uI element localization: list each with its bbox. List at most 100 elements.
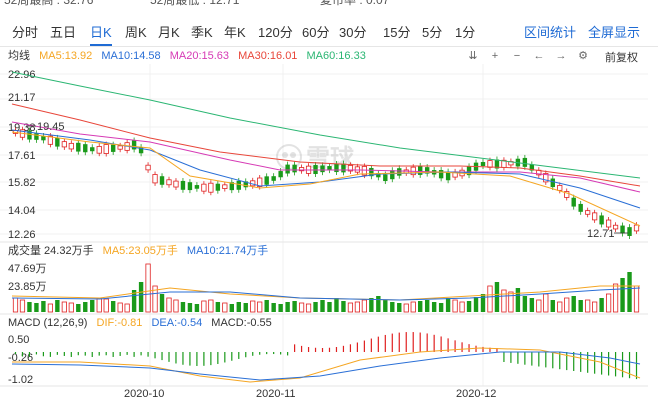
candle-body bbox=[536, 169, 542, 176]
candle-body bbox=[47, 135, 53, 145]
volume-bar bbox=[543, 293, 549, 313]
candle-body bbox=[243, 181, 248, 188]
volume-bar bbox=[361, 299, 367, 313]
fullscreen-button[interactable]: 全屏显示 bbox=[588, 25, 641, 40]
candle-body bbox=[564, 191, 570, 198]
candle-body bbox=[229, 182, 234, 191]
volume-bar bbox=[550, 300, 555, 312]
volume-bar bbox=[578, 300, 583, 312]
volume-bar bbox=[152, 285, 158, 313]
range-stats-button[interactable]: 区间统计 bbox=[524, 25, 577, 40]
volume-bar bbox=[298, 302, 305, 313]
volume-bar bbox=[19, 299, 26, 313]
price-tick: 17.61 bbox=[8, 150, 36, 162]
candle-body bbox=[452, 171, 458, 178]
volume-bar bbox=[194, 304, 200, 312]
settings-icon[interactable]: ⚙ bbox=[578, 50, 588, 62]
volume-bar bbox=[620, 278, 625, 312]
volume-bar bbox=[466, 301, 472, 312]
candle-body bbox=[383, 174, 388, 182]
volume-bar bbox=[180, 302, 186, 312]
adjust-mode-label[interactable]: 前复权 bbox=[605, 52, 638, 64]
volume-bar bbox=[103, 298, 109, 313]
candle-body bbox=[327, 166, 332, 171]
pan-right-icon[interactable]: → bbox=[555, 50, 567, 62]
candle-body bbox=[633, 224, 640, 232]
high-marker: 19.45 bbox=[26, 121, 65, 133]
tab-yuek[interactable]: 月K bbox=[158, 25, 180, 40]
ma30-line bbox=[11, 103, 641, 187]
tab-60fen[interactable]: 60分 bbox=[302, 25, 330, 40]
tab-30fen[interactable]: 30分 bbox=[339, 25, 367, 40]
candle-body bbox=[354, 166, 361, 173]
volume-bar bbox=[557, 301, 563, 313]
arrow-down-icon[interactable]: ⇊ bbox=[468, 50, 478, 62]
tab-zhouk[interactable]: 周K bbox=[125, 25, 147, 40]
candle-body bbox=[76, 142, 81, 152]
candle-body bbox=[606, 219, 612, 228]
candle-body bbox=[194, 185, 200, 189]
volume-bar bbox=[124, 303, 130, 313]
candle-body bbox=[27, 130, 32, 140]
volume-bar bbox=[536, 299, 542, 313]
ma-legend: 均线 MA5:13.92 MA10:14.58 MA20:15.63 MA30:… bbox=[8, 48, 372, 64]
ma60-legend: MA60:16.33 bbox=[306, 50, 366, 62]
volume-bar bbox=[68, 302, 74, 313]
candle-body bbox=[222, 184, 228, 189]
candle-body bbox=[571, 197, 576, 207]
macd-lines bbox=[11, 347, 641, 383]
candle-body bbox=[376, 173, 381, 178]
volume-tick: 47.69万 bbox=[8, 263, 47, 275]
dea-legend: DEA:-0.54 bbox=[151, 317, 203, 329]
volume-bar bbox=[397, 303, 402, 312]
candle-body bbox=[236, 180, 241, 190]
pan-left-icon[interactable]: ← bbox=[533, 50, 545, 62]
tab-1fen[interactable]: 1分 bbox=[455, 25, 476, 40]
volume-bar bbox=[494, 282, 500, 312]
tab-niank[interactable]: 年K bbox=[224, 25, 246, 40]
candle-body bbox=[480, 162, 486, 166]
clipped-quote-header: 52周最高 : 32.76 52周最低 : 12.71 复市率 : 0.07 bbox=[0, 0, 658, 18]
tab-jik[interactable]: 季K bbox=[191, 25, 213, 40]
tab-wuri[interactable]: 五日 bbox=[50, 25, 77, 40]
volume-bar bbox=[390, 302, 395, 312]
zoom-out-icon[interactable]: − bbox=[513, 50, 521, 62]
volume-bar bbox=[229, 304, 234, 312]
volume-bar bbox=[424, 300, 430, 312]
volume-bar bbox=[606, 293, 612, 313]
volume-bar bbox=[633, 285, 640, 313]
candle-body bbox=[445, 171, 451, 181]
volume-bar bbox=[438, 303, 444, 312]
volume-bar bbox=[208, 299, 214, 313]
candle-body bbox=[585, 210, 591, 215]
candle-body bbox=[418, 165, 423, 175]
volume-bar bbox=[459, 301, 465, 313]
tab-rik[interactable]: 日K bbox=[90, 25, 112, 46]
date-label: 2020-10 bbox=[124, 388, 164, 400]
tab-5fen[interactable]: 5分 bbox=[422, 25, 443, 40]
candle-body bbox=[508, 161, 514, 166]
watermark-text: 雪球 bbox=[306, 145, 355, 172]
candle-body bbox=[90, 147, 95, 152]
volume-ma5-legend: MA5:23.05万手 bbox=[102, 245, 178, 257]
zoom-in-icon[interactable]: + bbox=[491, 50, 499, 62]
volume-bar bbox=[347, 302, 354, 313]
volume-bar bbox=[271, 303, 276, 312]
low-marker-text: 12.71 bbox=[587, 228, 615, 240]
volume-bar bbox=[27, 302, 32, 312]
price-tick: 14.04 bbox=[8, 205, 36, 217]
tab-120fen[interactable]: 120分 bbox=[258, 25, 293, 40]
candle-body bbox=[83, 144, 88, 153]
volume-bar bbox=[236, 302, 241, 312]
volume-bar bbox=[12, 297, 19, 313]
volume-bar bbox=[473, 297, 479, 312]
candle-body bbox=[529, 164, 535, 171]
volume-bar bbox=[166, 297, 172, 313]
price-tick: 21.17 bbox=[8, 92, 36, 104]
ma60-line bbox=[11, 71, 641, 179]
tab-15fen[interactable]: 15分 bbox=[383, 25, 411, 40]
tab-fenshi[interactable]: 分时 bbox=[12, 25, 39, 40]
volume-bar bbox=[410, 301, 416, 313]
candle-body bbox=[550, 178, 555, 188]
candle-body bbox=[438, 170, 444, 179]
